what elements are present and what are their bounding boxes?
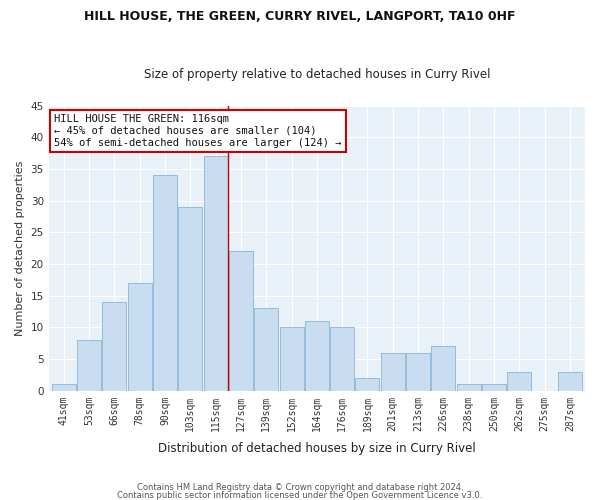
Bar	[203, 156, 227, 391]
Bar	[431, 346, 455, 391]
Text: Contains HM Land Registry data © Crown copyright and database right 2024.: Contains HM Land Registry data © Crown c…	[137, 484, 463, 492]
Bar	[406, 353, 430, 391]
Bar	[280, 328, 304, 391]
Bar	[457, 384, 481, 391]
Bar	[482, 384, 506, 391]
Y-axis label: Number of detached properties: Number of detached properties	[15, 160, 25, 336]
Bar	[558, 372, 582, 391]
Bar	[305, 321, 329, 391]
Bar	[507, 372, 531, 391]
Bar	[77, 340, 101, 391]
Bar	[128, 283, 152, 391]
Bar	[52, 384, 76, 391]
Bar	[330, 328, 354, 391]
Text: HILL HOUSE, THE GREEN, CURRY RIVEL, LANGPORT, TA10 0HF: HILL HOUSE, THE GREEN, CURRY RIVEL, LANG…	[84, 10, 516, 23]
Bar	[153, 176, 177, 391]
Text: HILL HOUSE THE GREEN: 116sqm
← 45% of detached houses are smaller (104)
54% of s: HILL HOUSE THE GREEN: 116sqm ← 45% of de…	[54, 114, 341, 148]
Text: Contains public sector information licensed under the Open Government Licence v3: Contains public sector information licen…	[118, 490, 482, 500]
X-axis label: Distribution of detached houses by size in Curry Rivel: Distribution of detached houses by size …	[158, 442, 476, 455]
Title: Size of property relative to detached houses in Curry Rivel: Size of property relative to detached ho…	[143, 68, 490, 81]
Bar	[254, 308, 278, 391]
Bar	[178, 207, 202, 391]
Bar	[355, 378, 379, 391]
Bar	[381, 353, 405, 391]
Bar	[229, 252, 253, 391]
Bar	[103, 302, 127, 391]
